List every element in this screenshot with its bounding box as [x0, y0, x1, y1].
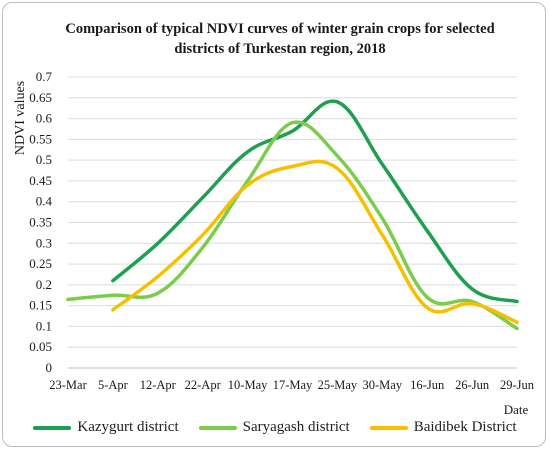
y-tick-label: 0.7 — [36, 69, 53, 84]
y-tick-label: 0.4 — [36, 194, 53, 209]
y-tick-label: 0.5 — [36, 152, 52, 167]
y-tick-labels: 0 0.05 0.1 0.15 0.2 0.25 0.3 0.35 0.4 0.45 0.5 0.55… — [29, 69, 52, 375]
y-tick-label: 0.3 — [36, 235, 52, 250]
x-tick-label: 12-Apr — [140, 378, 177, 392]
x-axis-label: Date — [504, 402, 529, 417]
x-tick-label: 10-May — [228, 378, 268, 392]
legend-swatch — [369, 425, 408, 430]
x-tick-label: 17-May — [273, 378, 313, 392]
y-tick-label: 0.6 — [36, 111, 53, 126]
legend-swatch — [198, 425, 237, 430]
x-tick-labels: 23-Mar 5-Apr 12-Apr 22-Apr 10-May 17-May 25-Ma… — [49, 378, 535, 392]
series-line-baidibek-district — [111, 159, 519, 325]
legend-item-saryagash-district: Saryagash district — [198, 419, 350, 436]
series-line-saryagash-district — [66, 120, 519, 331]
x-tick-label: 30-May — [363, 378, 403, 392]
chart-title-line-1: Comparison of typical NDVI curves of win… — [65, 21, 495, 37]
x-tick-label: 25-May — [318, 378, 358, 392]
gridlines — [68, 76, 517, 348]
y-tick-label: 0.35 — [29, 215, 52, 230]
y-tick-label: 0.65 — [29, 90, 52, 105]
y-tick-label: 0.2 — [36, 277, 52, 292]
legend-swatch — [33, 425, 72, 430]
series-lines — [66, 99, 519, 331]
legend-label: Baidibek District — [413, 419, 517, 435]
legend-item-kazygurt-district: Kazygurt district — [33, 419, 179, 436]
y-axis-label: NDVI values — [13, 81, 28, 155]
x-tick-label: 26-Jun — [455, 378, 490, 392]
y-tick-label: 0.55 — [29, 131, 52, 146]
x-tick-label: 5-Apr — [98, 378, 129, 392]
chart-frame — [2, 2, 546, 447]
x-tick-label: 22-Apr — [185, 378, 222, 392]
legend-label: Saryagash district — [242, 419, 350, 435]
legend: Kazygurt district Saryagash district Baidi… — [0, 419, 550, 436]
x-tick-label: 16-Jun — [410, 378, 445, 392]
x-tick-label: 29-Jun — [500, 378, 535, 392]
y-tick-label: 0.45 — [29, 173, 52, 188]
y-tick-label: 0.1 — [36, 318, 52, 333]
legend-item-baidibek-district: Baidibek District — [369, 419, 517, 436]
y-tick-label: 0 — [46, 360, 53, 375]
chart-title-line-2: districts of Turkestan region, 2018 — [174, 41, 386, 57]
x-tick-label: 23-Mar — [49, 378, 87, 392]
series-line-kazygurt-district — [111, 99, 519, 304]
y-tick-label: 0.25 — [29, 256, 52, 271]
y-tick-label: 0.05 — [29, 339, 52, 354]
y-tick-label: 0.15 — [29, 298, 52, 313]
legend-label: Kazygurt district — [77, 419, 179, 435]
